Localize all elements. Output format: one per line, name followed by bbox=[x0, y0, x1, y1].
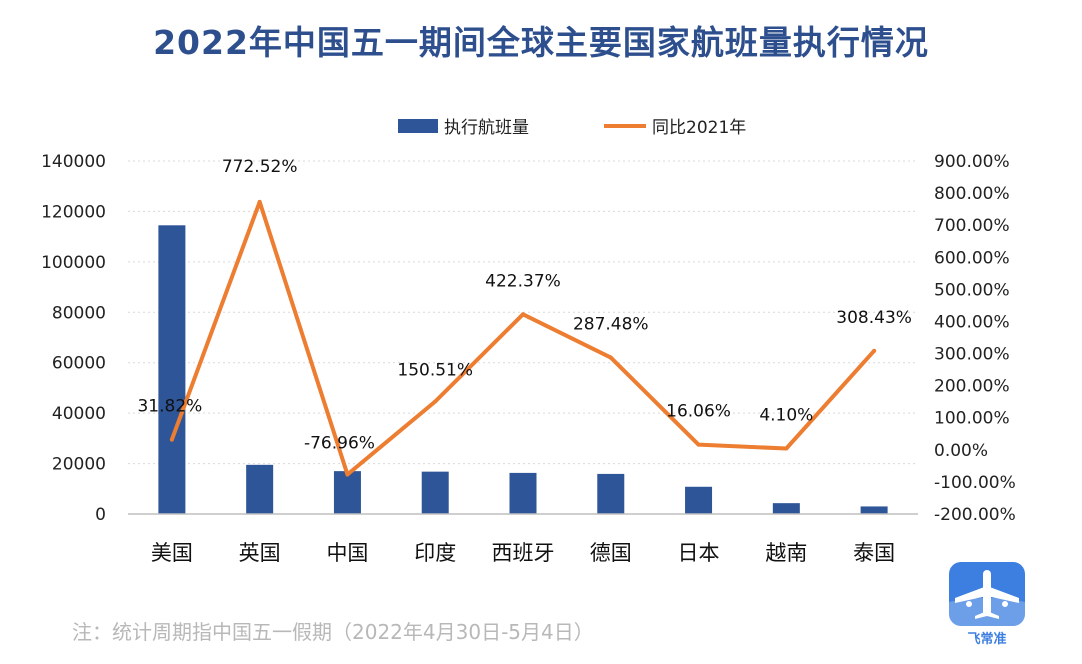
left-tick-label: 100000 bbox=[41, 253, 106, 273]
left-tick-label: 80000 bbox=[52, 303, 106, 323]
line-point bbox=[872, 348, 877, 353]
line-point bbox=[345, 472, 350, 477]
line-point bbox=[784, 446, 789, 451]
legend-swatch-bar bbox=[398, 119, 438, 133]
data-label: 150.51% bbox=[397, 361, 473, 381]
bar bbox=[421, 471, 449, 514]
x-axis: 美国 英国 中国 印度 西班牙 德国 日本 越南 泰国 bbox=[128, 513, 918, 565]
category-label: 德国 bbox=[590, 541, 632, 565]
right-tick-label: 0.00% bbox=[934, 441, 988, 461]
bar bbox=[597, 473, 625, 514]
right-tick-label: 900.00% bbox=[934, 152, 1010, 172]
bar bbox=[246, 464, 274, 514]
logo-text: 飞常准 bbox=[967, 632, 1007, 647]
left-tick-label: 40000 bbox=[52, 404, 106, 424]
legend-label-line: 同比2021年 bbox=[652, 118, 746, 138]
category-label: 美国 bbox=[151, 541, 193, 565]
left-tick-label: 60000 bbox=[52, 354, 106, 374]
data-label: -76.96% bbox=[304, 434, 375, 454]
category-label: 中国 bbox=[326, 541, 368, 565]
legend: 执行航班量 同比2021年 bbox=[398, 118, 746, 138]
data-label: 772.52% bbox=[222, 157, 298, 177]
bar bbox=[860, 506, 888, 514]
data-label: 4.10% bbox=[759, 406, 813, 426]
line-point bbox=[433, 399, 438, 404]
right-tick-label: 600.00% bbox=[934, 248, 1010, 268]
right-tick-label: 300.00% bbox=[934, 345, 1010, 365]
category-label: 英国 bbox=[239, 541, 281, 565]
left-tick-label: 20000 bbox=[52, 455, 106, 475]
line-series bbox=[169, 199, 877, 477]
left-tick-label: 0 bbox=[95, 505, 106, 525]
line-point bbox=[257, 199, 262, 204]
data-label: 31.82% bbox=[137, 397, 202, 417]
feichangzhun-logo: 飞常准 bbox=[949, 562, 1025, 652]
legend-label-bar: 执行航班量 bbox=[444, 118, 529, 138]
airplane-icon bbox=[949, 562, 1025, 626]
right-tick-label: 100.00% bbox=[934, 409, 1010, 429]
data-label: 287.48% bbox=[573, 315, 649, 335]
right-tick-label: 500.00% bbox=[934, 280, 1010, 300]
category-label: 西班牙 bbox=[492, 541, 555, 565]
data-label: 16.06% bbox=[666, 402, 731, 422]
category-label: 印度 bbox=[414, 541, 456, 565]
right-tick-label: 700.00% bbox=[934, 216, 1010, 236]
right-tick-label: 800.00% bbox=[934, 184, 1010, 204]
data-label: 422.37% bbox=[485, 271, 561, 291]
bar bbox=[685, 486, 713, 514]
left-tick-label: 140000 bbox=[41, 152, 106, 172]
right-tick-label: -200.00% bbox=[934, 505, 1016, 525]
line-point bbox=[169, 437, 174, 442]
right-y-axis: -200.00% -100.00% 0.00% 100.00% 200.00% 300.0… bbox=[934, 152, 1016, 525]
bar bbox=[772, 503, 800, 514]
chart-title: 2022年中国五一期间全球主要国家航班量执行情况 bbox=[153, 23, 929, 62]
yoy-line bbox=[169, 199, 877, 477]
line-point bbox=[521, 312, 525, 317]
bar bbox=[158, 225, 186, 514]
line-point bbox=[696, 442, 701, 447]
right-tick-label: 400.00% bbox=[934, 312, 1010, 332]
right-tick-label: -100.00% bbox=[934, 473, 1016, 493]
data-label: 308.43% bbox=[836, 308, 912, 328]
category-label: 泰国 bbox=[853, 541, 895, 565]
data-labels: 31.82% 772.52% -76.96% 150.51% 422.37% 287.48… bbox=[137, 157, 911, 454]
left-tick-label: 120000 bbox=[41, 202, 106, 222]
left-y-axis: 0 20000 40000 60000 80000 100000 120000 140000 bbox=[41, 152, 106, 525]
bar bbox=[509, 472, 537, 514]
category-label: 日本 bbox=[678, 541, 720, 565]
bar bbox=[333, 471, 361, 514]
category-label: 越南 bbox=[765, 541, 807, 565]
line-point bbox=[608, 355, 613, 360]
right-tick-label: 200.00% bbox=[934, 377, 1010, 397]
footnote: 注：统计周期指中国五一假期（2022年4月30日-5月4日） bbox=[72, 620, 594, 644]
bar-series bbox=[158, 225, 888, 514]
